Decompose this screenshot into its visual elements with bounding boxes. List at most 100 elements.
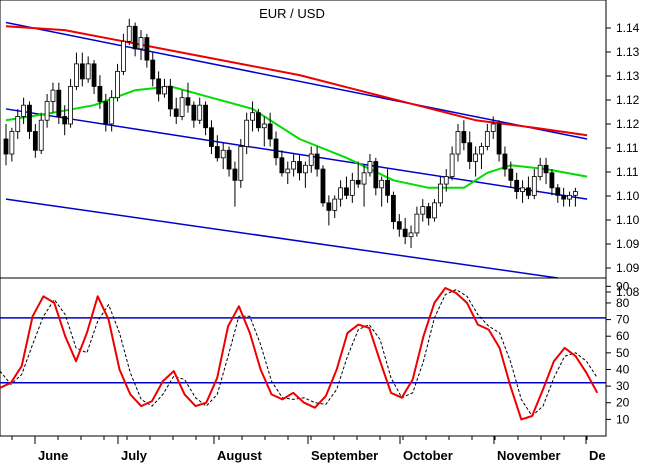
candle — [443, 169, 449, 192]
candle — [191, 101, 197, 128]
oscillator-tick-label: 40 — [616, 362, 630, 376]
price-tick-label: 1.09 — [616, 261, 640, 275]
price-tick-label: 1.13 — [616, 69, 640, 83]
candle — [85, 56, 91, 83]
month-label: August — [217, 448, 262, 463]
candle — [162, 78, 167, 98]
candle — [91, 60, 97, 94]
candle — [479, 142, 484, 170]
price-tick-label: 1.10 — [616, 189, 640, 203]
candle — [62, 105, 68, 136]
price-plot-border — [0, 0, 607, 279]
candle — [9, 127, 15, 162]
price-axis: 1.14 1.13 1.13 1.12 1.12 1.11 1.11 1.10 1.10 1.09… — [606, 21, 640, 299]
candle — [420, 199, 426, 222]
month-label: October — [403, 448, 453, 463]
oscillator-tick-label: 60 — [616, 329, 630, 343]
candle — [520, 180, 525, 203]
price-tick-label: 1.10 — [616, 213, 640, 227]
candle — [543, 157, 549, 185]
candle — [261, 116, 267, 147]
candle — [344, 176, 349, 200]
channel-line-0 — [5, 21, 588, 140]
oscillator-plot-border — [0, 277, 607, 437]
candle — [555, 184, 561, 203]
candle — [256, 108, 261, 132]
candle — [320, 165, 326, 207]
candle — [496, 120, 502, 162]
candle — [526, 176, 531, 200]
candle — [173, 97, 179, 124]
price-tick-label: 1.11 — [616, 141, 639, 155]
candle — [549, 169, 555, 196]
price-lines — [5, 21, 588, 279]
candle — [3, 123, 9, 166]
price-tick-label: 1.14 — [616, 21, 640, 35]
oscillator-tick-label: 90 — [616, 279, 630, 293]
candle — [414, 206, 420, 237]
chart-title: EUR / USD — [259, 6, 325, 21]
price-tick-label: 1.11 — [616, 165, 639, 179]
month-label: July — [121, 448, 148, 463]
candle — [220, 142, 226, 170]
candle — [449, 146, 455, 181]
candle — [144, 33, 150, 68]
channel-line-2 — [5, 198, 558, 279]
price-tick-label: 1.12 — [616, 93, 640, 107]
candle — [38, 112, 44, 155]
candle — [373, 157, 379, 196]
candle — [56, 82, 62, 124]
candle — [21, 97, 27, 124]
oscillator-tick-label: 20 — [616, 396, 630, 410]
price-tick-label: 1.13 — [616, 45, 640, 59]
candle — [437, 176, 443, 207]
price-tick-label: 1.08 — [616, 285, 640, 299]
price-tick-label: 1.09 — [616, 237, 640, 251]
candle — [185, 82, 191, 113]
candle — [197, 97, 203, 124]
candle — [461, 120, 467, 151]
candle — [432, 199, 437, 222]
candle — [103, 93, 109, 132]
candle — [179, 90, 185, 121]
candle — [267, 112, 273, 147]
candle — [97, 75, 103, 109]
channel-line-1 — [5, 108, 588, 200]
oscillator-tick-label: 80 — [616, 296, 630, 310]
candle — [109, 90, 115, 132]
oscillator-line — [0, 287, 599, 421]
candle — [396, 214, 402, 237]
candle — [50, 82, 56, 113]
oscillator-tick-label: 50 — [616, 346, 630, 360]
candle — [567, 191, 572, 207]
candle — [44, 93, 50, 128]
candle — [68, 78, 73, 128]
candle — [426, 202, 432, 226]
candles — [3, 18, 578, 248]
candle — [473, 146, 479, 177]
candle — [502, 146, 508, 177]
candle — [156, 71, 162, 102]
candle — [484, 123, 490, 151]
month-label: June — [38, 448, 68, 463]
candle — [250, 101, 255, 132]
oscillator-tick-label: 70 — [616, 313, 630, 327]
candle — [291, 154, 297, 177]
candle — [349, 172, 355, 203]
candle — [367, 154, 373, 177]
candle — [132, 22, 138, 57]
candle — [138, 30, 144, 61]
candle — [361, 165, 367, 207]
candle — [27, 101, 32, 139]
candle — [214, 135, 220, 162]
candle — [167, 78, 173, 117]
candle — [32, 123, 38, 158]
candle — [302, 161, 308, 188]
slow-moving-average — [5, 25, 588, 137]
candle — [121, 33, 126, 76]
oscillator-tick-label: 10 — [616, 412, 630, 426]
candle — [79, 52, 85, 87]
fast-moving-average — [5, 85, 588, 189]
candle — [508, 161, 514, 188]
